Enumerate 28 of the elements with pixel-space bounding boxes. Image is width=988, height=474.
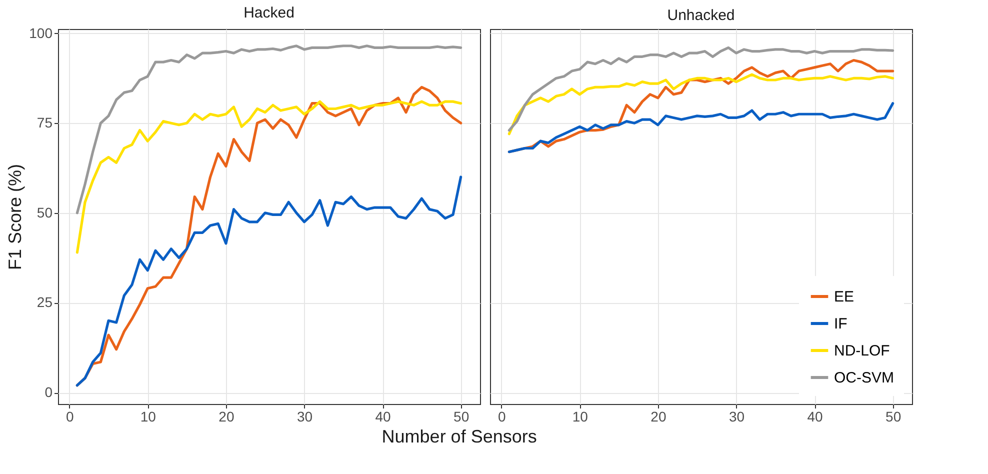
legend-label: OC-SVM: [834, 370, 894, 386]
line-series: [76, 176, 462, 387]
x-axis-title: Number of Sensors: [382, 426, 537, 446]
x-tick-label: 0: [66, 408, 74, 424]
x-tick-label: 50: [886, 408, 902, 424]
x-tick-label: 30: [728, 408, 745, 424]
chart-title: Unhacked: [667, 7, 735, 24]
x-tick-label: 50: [454, 408, 470, 424]
chart-title: Hacked: [244, 4, 294, 22]
legend-label: ND-LOF: [834, 342, 890, 360]
x-tick-label: 0: [498, 408, 506, 424]
x-tick-label: 20: [650, 408, 666, 424]
x-tick-label: 40: [807, 408, 824, 424]
y-tick-label: 50: [36, 204, 53, 220]
y-tick-label: 100: [29, 24, 53, 41]
y-tick-label: 0: [44, 384, 53, 400]
legend-label: EE: [834, 288, 854, 306]
line-series: [76, 100, 462, 254]
x-tick-label: 30: [296, 408, 313, 424]
y-axis-title: F1 Score (%): [5, 164, 26, 270]
x-tick-label: 10: [572, 408, 588, 424]
x-tick-label: 20: [218, 408, 234, 424]
y-tick-label: 75: [36, 114, 53, 131]
y-tick-label: 25: [36, 294, 53, 310]
line-series: [76, 44, 462, 214]
x-tick-label: 40: [375, 408, 392, 424]
legend-label: IF: [834, 316, 848, 332]
x-tick-label: 10: [140, 408, 156, 424]
